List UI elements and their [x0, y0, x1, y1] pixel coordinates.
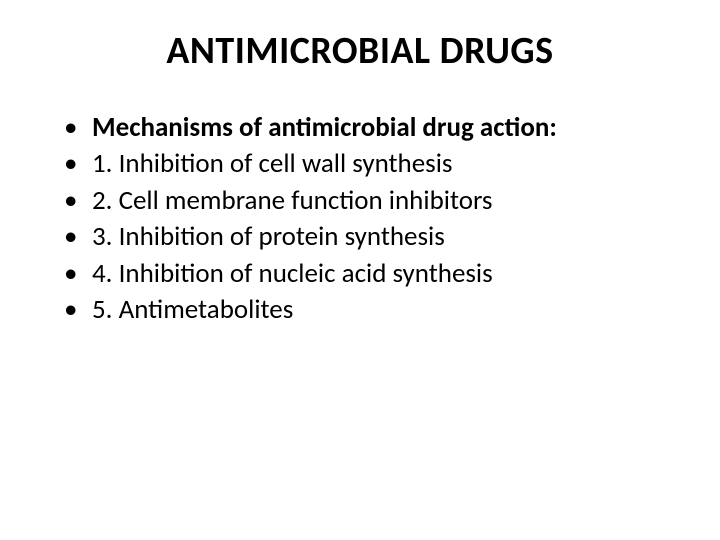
- bullet-icon: •: [64, 256, 92, 292]
- list-item: • 2. Cell membrane function inhibitors: [64, 183, 680, 219]
- bullet-icon: •: [64, 110, 92, 146]
- list-item-text: Mechanisms of antimicrobial drug action:: [92, 110, 680, 146]
- bullet-icon: •: [64, 183, 92, 219]
- list-item: • Mechanisms of antimicrobial drug actio…: [64, 110, 680, 146]
- list-item: • 5. Antimetabolites: [64, 292, 680, 328]
- slide-title: ANTIMICROBIAL DRUGS: [40, 28, 680, 74]
- list-item: • 1. Inhibition of cell wall synthesis: [64, 146, 680, 182]
- list-item-text: 3. Inhibition of protein synthesis: [92, 219, 680, 255]
- bullet-icon: •: [64, 146, 92, 182]
- bullet-icon: •: [64, 219, 92, 255]
- list-item: • 3. Inhibition of protein synthesis: [64, 219, 680, 255]
- list-item-text: 5. Antimetabolites: [92, 292, 680, 328]
- list-item-text: 1. Inhibition of cell wall synthesis: [92, 146, 680, 182]
- slide-body: • Mechanisms of antimicrobial drug actio…: [40, 110, 680, 329]
- list-item: • 4. Inhibition of nucleic acid synthesi…: [64, 256, 680, 292]
- list-item-text: 2. Cell membrane function inhibitors: [92, 183, 680, 219]
- list-item-text: 4. Inhibition of nucleic acid synthesis: [92, 256, 680, 292]
- bullet-icon: •: [64, 292, 92, 328]
- slide: ANTIMICROBIAL DRUGS • Mechanisms of anti…: [0, 0, 720, 540]
